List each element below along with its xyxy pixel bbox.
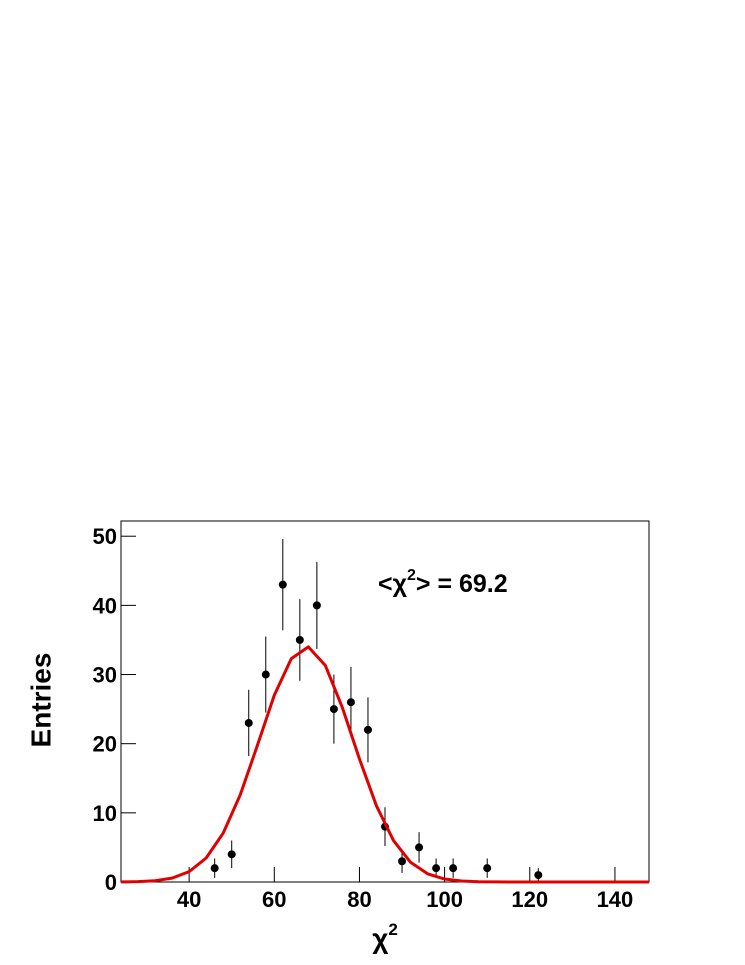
data-point — [210, 864, 219, 873]
data-point — [449, 864, 458, 873]
x-tick-label: 60 — [262, 887, 286, 912]
data-point — [534, 871, 543, 880]
x-axis-label-sup: 2 — [388, 920, 397, 939]
x-tick-label: 120 — [511, 887, 548, 912]
data-point — [483, 864, 492, 873]
frame — [120, 520, 650, 883]
y-tick-label: 50 — [93, 524, 117, 549]
y-tick-label: 10 — [93, 801, 117, 826]
x-tick-label: 140 — [597, 887, 634, 912]
annotation: <χ2> = 69.2 — [378, 567, 508, 598]
data-point — [415, 843, 424, 852]
x-axis-label-symbol: χ — [372, 923, 388, 954]
x-axis-label: χ2 — [372, 920, 398, 954]
y-tick-label: 20 — [93, 732, 117, 757]
data-point — [432, 864, 441, 873]
annotation-part: <χ — [378, 570, 408, 598]
x-tick-label: 80 — [347, 887, 371, 912]
y-tick-label: 0 — [105, 870, 117, 895]
y-tick-label: 30 — [93, 663, 117, 688]
data-point — [363, 725, 372, 734]
data-point — [329, 705, 338, 714]
data-point — [261, 670, 270, 679]
data-point — [278, 580, 287, 589]
data-point — [227, 850, 236, 859]
x-tick-label: 40 — [177, 887, 201, 912]
data-point — [346, 698, 355, 707]
data-point — [312, 601, 321, 610]
data-point — [244, 718, 253, 727]
annotation-part: > = 69.2 — [416, 570, 508, 598]
annotation-sup: 2 — [407, 567, 416, 584]
y-axis-label: Entries — [25, 653, 56, 748]
data-point — [295, 635, 304, 644]
y-tick-label: 40 — [93, 593, 117, 618]
fit-curve — [120, 645, 649, 884]
x-tick-label: 100 — [426, 887, 463, 912]
data-point — [398, 857, 407, 866]
